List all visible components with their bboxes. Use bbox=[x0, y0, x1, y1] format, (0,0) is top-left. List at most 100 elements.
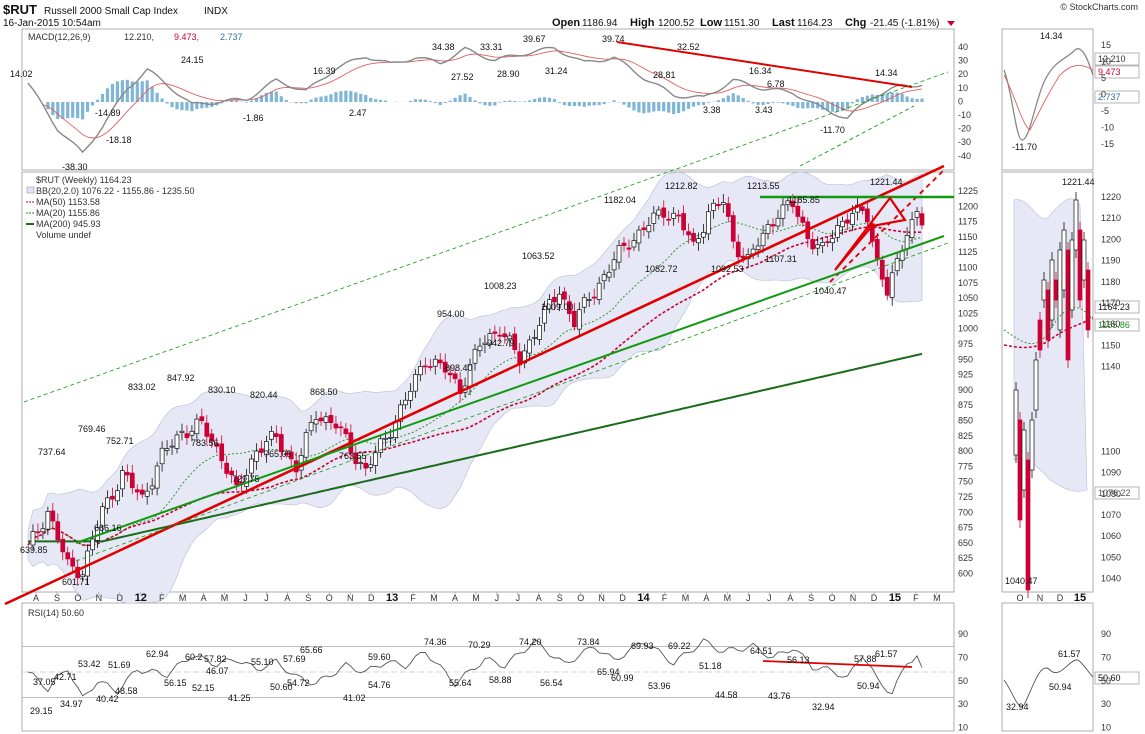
candle-body bbox=[144, 490, 150, 497]
rsi-annotation: 57.82 bbox=[204, 654, 227, 664]
candle-body bbox=[209, 433, 215, 442]
macd-histogram-bar bbox=[865, 95, 869, 102]
price-annotation: 1008.23 bbox=[484, 281, 517, 291]
x-axis-label: O bbox=[577, 593, 584, 603]
side-rsi-tick: 30 bbox=[1101, 699, 1111, 709]
candle-body bbox=[646, 225, 652, 233]
candle-body bbox=[775, 217, 781, 227]
rsi-annotation: 65.66 bbox=[300, 645, 323, 655]
macd-layer: 14.02 -38.30 -14.89 -18.18 24.15 -1.86 2.47 16.… bbox=[10, 34, 924, 172]
macd-histogram-bar bbox=[175, 102, 179, 110]
candle-body bbox=[696, 238, 701, 244]
candle-body bbox=[542, 306, 547, 324]
open-label: Open bbox=[552, 17, 580, 29]
price-tick: 875 bbox=[958, 400, 973, 410]
x-axis-label: 14 bbox=[637, 592, 650, 604]
x-axis-label: M bbox=[430, 593, 438, 603]
price-annotation: 830.10 bbox=[208, 385, 236, 395]
macd-annotation: 31.24 bbox=[545, 66, 568, 76]
macd-histogram-bar bbox=[766, 102, 770, 105]
macd-histogram-bar bbox=[537, 97, 542, 102]
candle-body bbox=[244, 475, 249, 487]
macd-histogram-bar bbox=[657, 102, 661, 111]
x-axis-label: S bbox=[305, 593, 311, 603]
candle-body bbox=[879, 260, 885, 280]
x-axis-label: J bbox=[264, 593, 269, 603]
price-tick: 700 bbox=[958, 507, 973, 517]
side-price-tick: 1070 bbox=[1101, 510, 1121, 520]
macd-tick: -10 bbox=[958, 110, 971, 120]
price-tick: 775 bbox=[958, 461, 973, 471]
candle-body bbox=[323, 416, 329, 423]
green-channel-lower bbox=[75, 242, 949, 562]
rsi-annotation: 74.36 bbox=[424, 637, 447, 647]
rsi-annotation: 41.25 bbox=[228, 693, 251, 703]
x-axis-label: M bbox=[221, 593, 229, 603]
macd-histogram-bar bbox=[110, 83, 115, 102]
candle-body bbox=[581, 297, 587, 308]
candle-body bbox=[457, 379, 463, 394]
macd-histogram-bar bbox=[796, 102, 800, 108]
macd-annotation: 32.52 bbox=[677, 42, 700, 52]
candle-body bbox=[482, 342, 488, 345]
x-axis-label: J bbox=[495, 593, 500, 603]
candle-body bbox=[720, 202, 726, 205]
candle-body bbox=[134, 489, 140, 493]
price-annotation: 763.55 bbox=[339, 451, 367, 461]
macd-histogram-bar bbox=[691, 102, 696, 107]
macd-histogram-bar bbox=[418, 99, 422, 102]
macd-histogram-bar bbox=[557, 102, 562, 103]
side-rsi-tick: 10 bbox=[1101, 723, 1111, 733]
candle-body bbox=[576, 309, 582, 330]
macd-histogram-bar bbox=[547, 97, 552, 102]
candle-body bbox=[894, 258, 900, 272]
candle-body bbox=[472, 348, 478, 364]
candle-body bbox=[224, 462, 230, 474]
side-value-tag-box bbox=[1094, 671, 1140, 685]
macd-annotation: 16.39 bbox=[313, 66, 336, 76]
macd-histogram-bar bbox=[369, 97, 373, 102]
price-annotation: 1040.47 bbox=[814, 286, 847, 296]
rsi-annotation: 69.93 bbox=[631, 641, 654, 651]
side-annot-macd-high: 14.34 bbox=[1040, 31, 1063, 41]
macd-histogram-bar bbox=[652, 102, 656, 112]
legend-ma50: MA(50) 1153.58 bbox=[36, 197, 100, 207]
side-value-tag: 12.210 bbox=[1098, 54, 1126, 64]
price-annotation: 1221.44 bbox=[870, 177, 903, 187]
rising-wedge bbox=[834, 196, 907, 271]
candle-body bbox=[75, 566, 81, 579]
macd-histogram-bar bbox=[542, 97, 547, 102]
side-price-tick: 1140 bbox=[1101, 362, 1120, 372]
macd-histogram-bar bbox=[850, 102, 855, 104]
price-tick: 925 bbox=[958, 370, 973, 380]
candle-body bbox=[234, 476, 239, 486]
candle-body bbox=[264, 441, 269, 456]
x-axis-label: S bbox=[808, 593, 814, 603]
side-price-tick: 1200 bbox=[1101, 234, 1121, 244]
macd-histogram-bar bbox=[433, 102, 437, 104]
macd-tick: -30 bbox=[958, 137, 971, 147]
macd-histogram-bar bbox=[781, 102, 785, 104]
legend-bb: BB(20,2.0) 1076.22 - 1155.86 - 1235.50 bbox=[36, 186, 194, 196]
x-axis-label: A bbox=[787, 593, 793, 603]
macd-histogram-bar bbox=[329, 94, 333, 102]
price-tick: 975 bbox=[958, 339, 973, 349]
x-axis-label: F bbox=[662, 593, 668, 603]
macd-histogram-bar bbox=[592, 102, 596, 106]
side-macd-tick: -5 bbox=[1101, 106, 1109, 116]
macd-histogram-bar bbox=[269, 91, 273, 102]
macd-histogram-bar bbox=[180, 102, 184, 111]
macd-histogram-bar bbox=[696, 102, 701, 106]
x-axis-label: J bbox=[243, 593, 248, 603]
rsi-annotation: 54.72 bbox=[287, 678, 310, 688]
x-axis-label: M bbox=[933, 593, 941, 603]
macd-histogram-bar bbox=[473, 100, 477, 102]
macd-annotation: 3.43 bbox=[755, 105, 773, 115]
macd-histogram-bar bbox=[662, 102, 666, 112]
side-macd-panel bbox=[1001, 28, 1094, 171]
macd-histogram-bar bbox=[801, 102, 805, 109]
candle-body bbox=[706, 211, 711, 235]
green-channel-upper bbox=[23, 71, 949, 403]
macd-legend: MACD(12,26,9) 12.210, 9.473, 2.737 bbox=[28, 32, 243, 42]
candle-body bbox=[586, 299, 592, 301]
